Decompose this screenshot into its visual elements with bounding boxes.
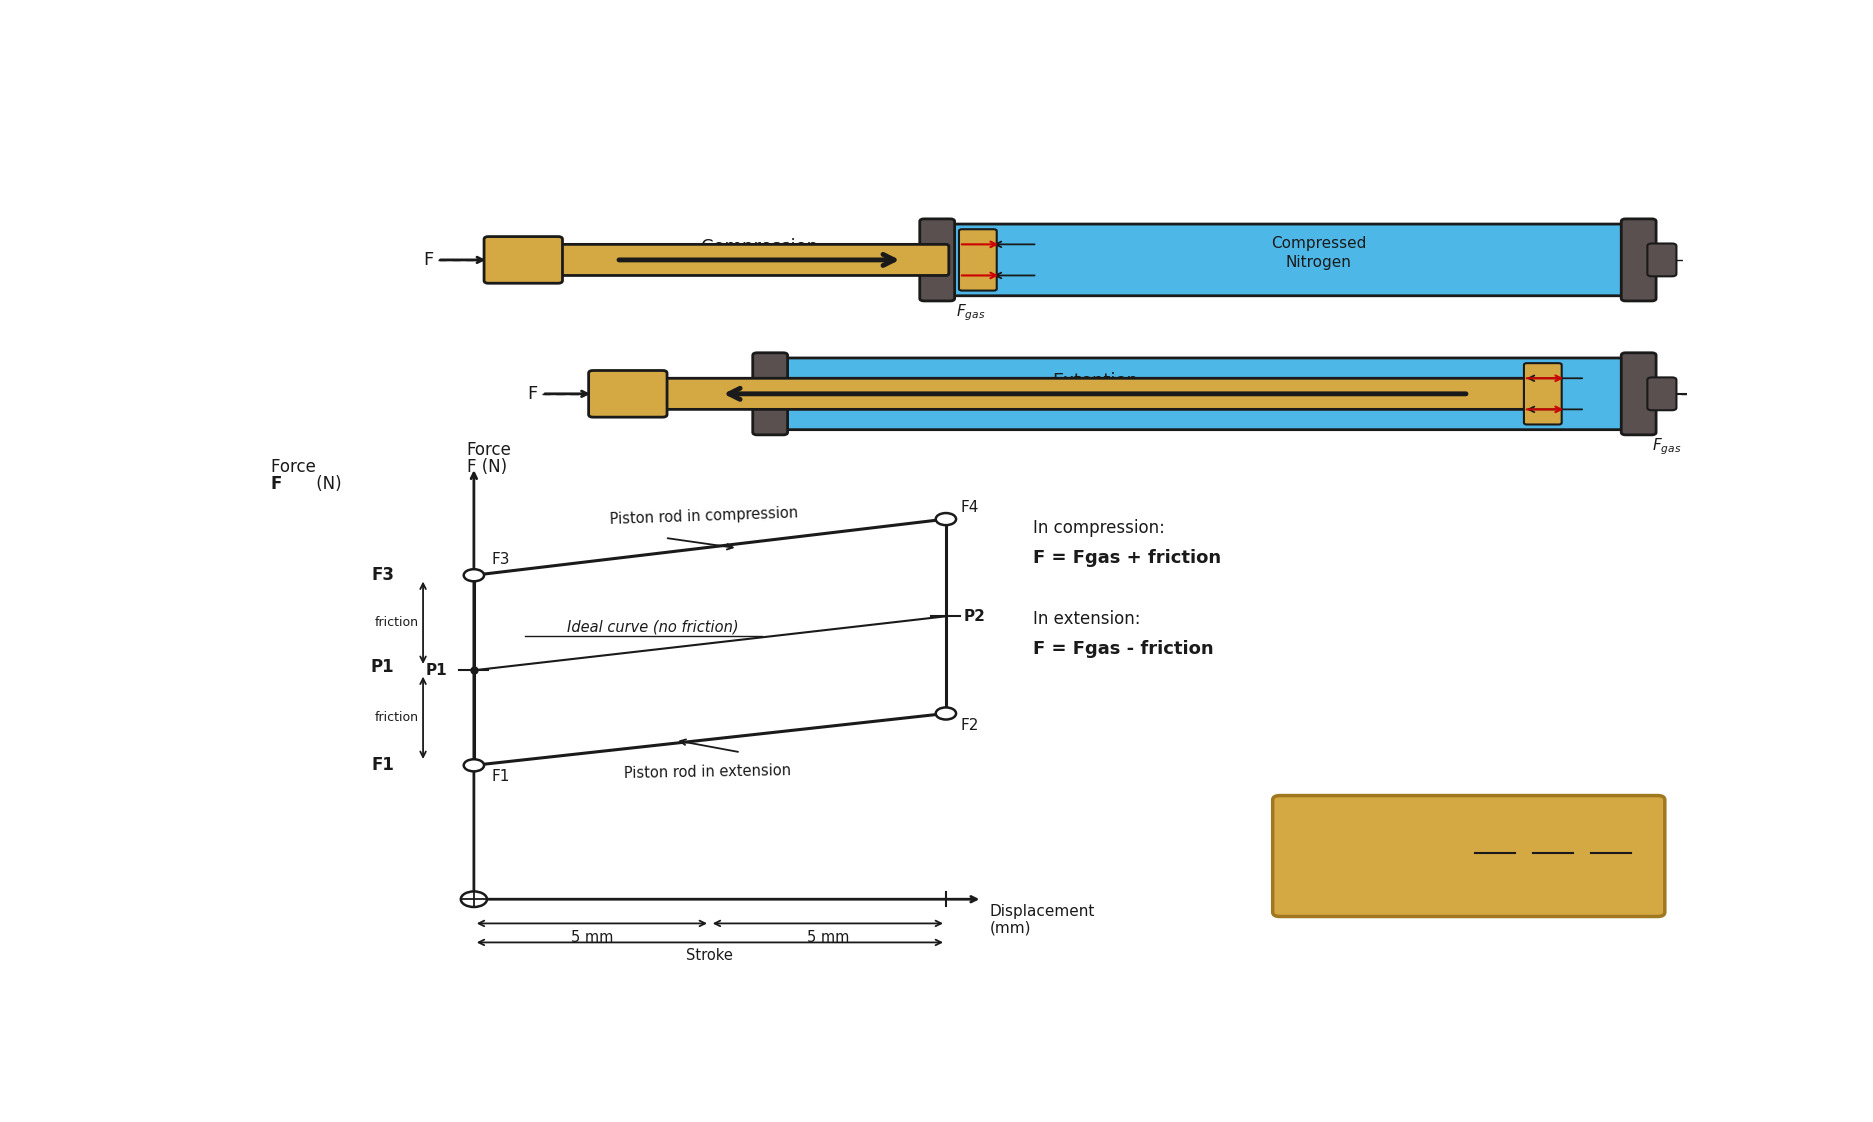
FancyBboxPatch shape xyxy=(948,224,1633,296)
Text: Compression: Compression xyxy=(701,239,817,257)
Text: F: F xyxy=(528,385,538,403)
Text: P1: P1 xyxy=(425,663,448,678)
Circle shape xyxy=(461,892,487,907)
Text: F (N): F (N) xyxy=(466,458,506,476)
Text: Force: Force xyxy=(270,458,320,476)
Text: F = Fgas + friction: F = Fgas + friction xyxy=(1032,550,1221,568)
Text: P2: P2 xyxy=(1483,819,1506,834)
FancyBboxPatch shape xyxy=(1272,795,1663,917)
Text: $F_{gas}$: $F_{gas}$ xyxy=(955,303,985,323)
Text: F1: F1 xyxy=(1541,872,1562,886)
FancyBboxPatch shape xyxy=(659,378,1528,410)
Circle shape xyxy=(463,569,483,581)
Text: P2: P2 xyxy=(963,609,985,624)
Text: Extention: Extention xyxy=(1051,373,1137,390)
Text: 5 mm: 5 mm xyxy=(805,930,848,946)
Text: F2: F2 xyxy=(1541,819,1562,834)
Text: Piston rod in compression: Piston rod in compression xyxy=(609,506,798,527)
Text: P1: P1 xyxy=(371,657,393,675)
FancyBboxPatch shape xyxy=(1646,243,1676,276)
Text: F2: F2 xyxy=(959,718,978,733)
Text: F: F xyxy=(270,476,281,494)
Circle shape xyxy=(463,760,483,771)
Text: =: = xyxy=(1523,844,1538,862)
FancyBboxPatch shape xyxy=(1620,219,1656,301)
FancyBboxPatch shape xyxy=(1646,377,1676,411)
Text: F3: F3 xyxy=(1600,872,1620,886)
Text: Compressed
Nitrogen: Compressed Nitrogen xyxy=(1270,237,1365,269)
FancyBboxPatch shape xyxy=(1620,352,1656,435)
Text: Force: Force xyxy=(466,441,511,459)
FancyBboxPatch shape xyxy=(554,245,948,276)
Text: =: = xyxy=(1581,844,1596,862)
Text: friction: friction xyxy=(375,616,418,629)
Circle shape xyxy=(935,708,955,719)
FancyBboxPatch shape xyxy=(959,229,996,291)
FancyBboxPatch shape xyxy=(779,358,1633,430)
FancyBboxPatch shape xyxy=(753,352,787,435)
Text: F4: F4 xyxy=(959,499,978,515)
Text: F1: F1 xyxy=(491,769,509,784)
Text: (N): (N) xyxy=(311,476,341,494)
Text: Displacement: Displacement xyxy=(989,903,1094,919)
Text: 5 mm: 5 mm xyxy=(571,930,612,946)
Text: $F_{gas}$: $F_{gas}$ xyxy=(1650,436,1680,457)
Text: Stroke: Stroke xyxy=(686,948,732,964)
Text: F = Fgas - friction: F = Fgas - friction xyxy=(1032,640,1214,657)
Text: F3: F3 xyxy=(371,567,393,585)
Text: friction: friction xyxy=(375,711,418,725)
Text: In extension:: In extension: xyxy=(1032,610,1141,628)
FancyBboxPatch shape xyxy=(1523,364,1560,424)
Text: In compression:: In compression: xyxy=(1032,519,1165,537)
Text: 'K' factor =: 'K' factor = xyxy=(1296,843,1401,861)
Circle shape xyxy=(935,513,955,525)
Text: (mm): (mm) xyxy=(989,921,1030,936)
Text: F3: F3 xyxy=(491,552,509,567)
Text: Ideal curve (no friction): Ideal curve (no friction) xyxy=(568,619,738,634)
FancyBboxPatch shape xyxy=(588,370,667,417)
Text: F4: F4 xyxy=(1600,819,1620,834)
Text: Piston rod in extension: Piston rod in extension xyxy=(624,763,790,781)
FancyBboxPatch shape xyxy=(483,237,562,283)
Text: F1: F1 xyxy=(371,756,393,774)
Text: F: F xyxy=(423,251,433,269)
FancyBboxPatch shape xyxy=(920,219,953,301)
Text: P1: P1 xyxy=(1483,872,1504,886)
